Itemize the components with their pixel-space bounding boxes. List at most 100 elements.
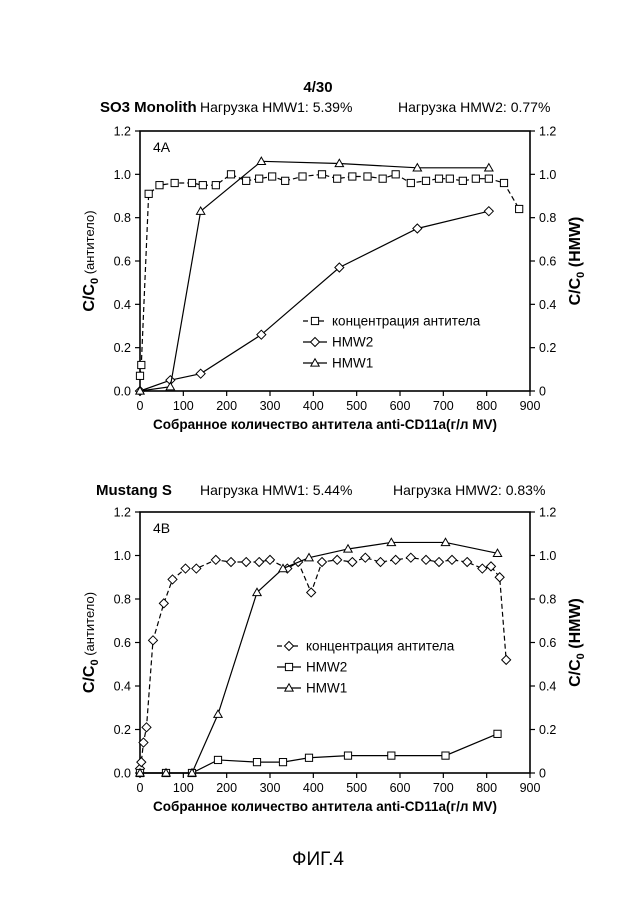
legend-label: HMW2 (306, 660, 347, 675)
data-point (281, 176, 290, 185)
y2-tick-label: 0.8 (539, 211, 556, 225)
chart-subtitle-hmw2: Нагрузка HMW2: 0.77% (398, 99, 550, 115)
data-point (391, 170, 400, 179)
y-axis-label-right: C/C0 (HMW) (567, 217, 587, 306)
data-point (347, 556, 358, 568)
y-tick-label: 0.8 (114, 211, 131, 225)
chart-2: Mustang S Нагрузка HMW1: 5.44% Нагрузка HM… (81, 482, 587, 814)
data-point (387, 751, 396, 760)
data-point (155, 181, 164, 190)
y2-tick-label: 0.4 (539, 298, 556, 312)
y-tick-label: 1.0 (114, 549, 131, 563)
data-point (160, 767, 172, 777)
data-point (348, 172, 357, 181)
data-point (483, 205, 495, 217)
y2-tick-label: 1.2 (539, 506, 556, 520)
y-tick-label: 0.8 (114, 593, 131, 607)
data-point (303, 552, 315, 562)
data-point (138, 737, 149, 748)
x-tick-label: 800 (476, 781, 497, 795)
panel-label: 4A (153, 139, 171, 155)
data-point (180, 563, 191, 574)
data-point (342, 543, 354, 553)
x-tick-label: 600 (390, 781, 411, 795)
data-point (483, 162, 494, 172)
data-point (278, 758, 288, 767)
data-point (242, 176, 251, 185)
data-point (493, 729, 502, 738)
legend-marker (284, 662, 294, 672)
data-point (412, 162, 423, 172)
data-point (441, 751, 450, 760)
chart-subtitle-hmw1: Нагрузка HMW1: 5.44% (200, 482, 352, 498)
x-tick-label: 700 (433, 399, 454, 413)
x-tick-label: 900 (520, 399, 541, 413)
y2-tick-label: 0.2 (539, 341, 556, 355)
series-line (140, 541, 498, 774)
data-point (298, 172, 307, 181)
data-point (485, 561, 497, 572)
y2-tick-label: 1.0 (539, 168, 556, 182)
data-point (256, 329, 267, 340)
data-point (198, 181, 207, 190)
series-diamond (134, 552, 512, 774)
legend-label: HMW1 (306, 681, 347, 696)
x-tick-label: 400 (303, 781, 324, 795)
y-axis-label-left: C/C0 (антитело) (81, 210, 101, 311)
data-point (445, 174, 454, 183)
data-point (141, 722, 152, 733)
legend-label: концентрация антитела (332, 314, 481, 329)
data-point (191, 563, 202, 574)
data-point (375, 556, 386, 568)
data-point (378, 174, 387, 183)
data-point (500, 654, 512, 666)
data-point (251, 587, 263, 597)
legend-label: HMW1 (332, 356, 373, 371)
y2-tick-label: 0.2 (539, 723, 556, 737)
y-axis-label-right: C/C0 (HMW) (567, 598, 587, 687)
x-axis-label: Собранное количество антитела anti-CD11a… (153, 417, 497, 432)
panel-label: 4B (153, 520, 170, 536)
data-point (210, 554, 222, 566)
y-tick-label: 1.2 (114, 506, 131, 520)
chart-title: SO3 Monolith (100, 99, 197, 116)
data-point (477, 563, 488, 574)
data-point (492, 548, 503, 557)
y2-tick-label: 1.0 (539, 549, 556, 563)
series-line (139, 173, 520, 376)
data-point (433, 556, 445, 568)
series-triangle (134, 156, 494, 395)
data-point (187, 178, 197, 188)
data-point (386, 537, 397, 547)
data-point (316, 556, 328, 568)
x-tick-label: 200 (216, 781, 237, 795)
x-axis-label: Собранное количество антитела anti-CD11a… (153, 799, 497, 814)
chart-subtitle-hmw2: Нагрузка HMW2: 0.83% (393, 482, 545, 498)
data-point (305, 587, 317, 598)
data-point (268, 172, 277, 181)
data-point (484, 174, 493, 183)
data-point (147, 635, 159, 646)
x-tick-label: 700 (433, 781, 454, 795)
x-tick-label: 100 (173, 781, 194, 795)
data-point (334, 158, 345, 168)
data-point (440, 537, 451, 547)
y2-tick-label: 0 (539, 767, 546, 781)
legend-label: концентрация антитела (306, 639, 455, 654)
data-point (165, 381, 176, 391)
x-tick-label: 300 (260, 781, 281, 795)
x-tick-label: 300 (260, 399, 281, 413)
y-tick-label: 1.2 (114, 125, 131, 139)
data-point (170, 178, 179, 188)
x-tick-label: 600 (390, 399, 411, 413)
data-point (406, 178, 415, 188)
y-tick-label: 0.2 (114, 723, 131, 737)
legend-marker (283, 682, 295, 692)
y-tick-label: 0.4 (114, 298, 131, 312)
y-tick-label: 1.0 (114, 168, 131, 182)
legend-marker (283, 640, 295, 652)
data-point (135, 371, 145, 380)
data-point (333, 174, 342, 183)
data-point (195, 368, 206, 379)
